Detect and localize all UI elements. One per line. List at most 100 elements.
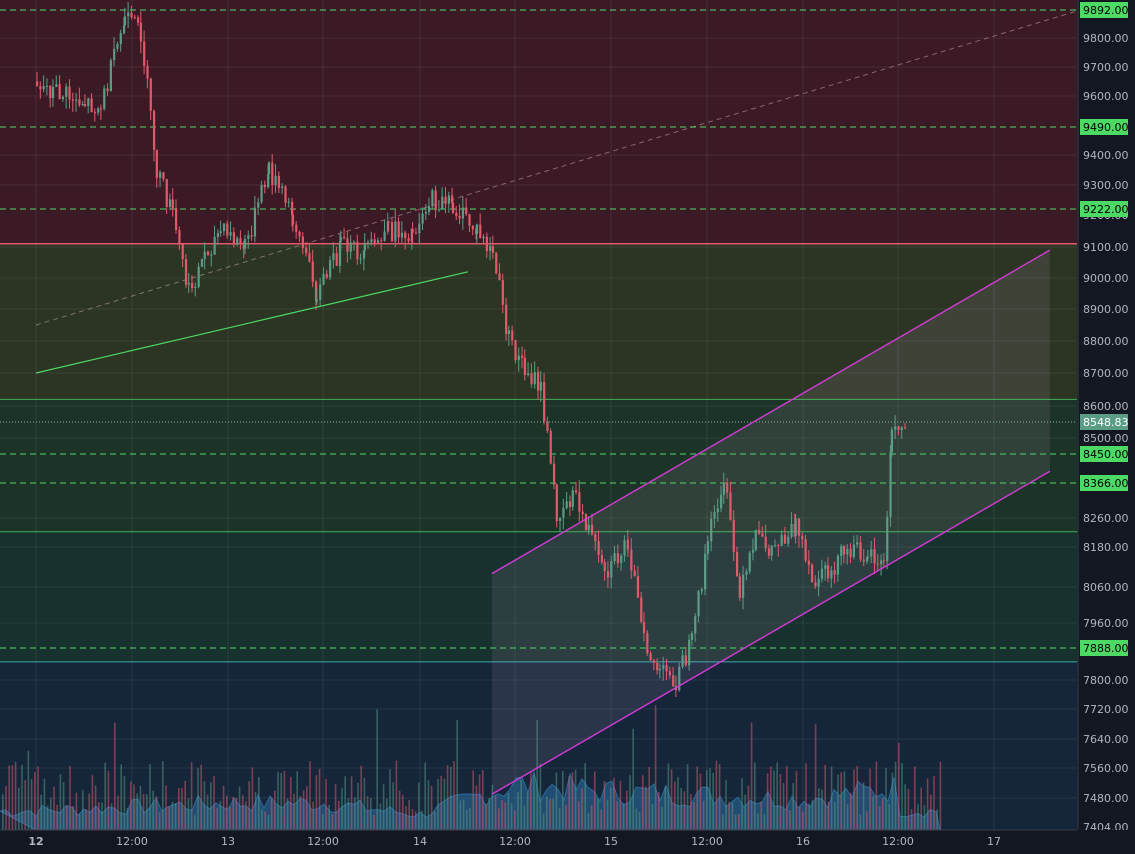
candle-body bbox=[866, 557, 869, 562]
price-tick-label: 7960.00 bbox=[1083, 617, 1129, 630]
volume-bar bbox=[485, 803, 487, 830]
volume-bar bbox=[690, 793, 692, 830]
candle-body bbox=[742, 574, 745, 598]
volume-bar bbox=[325, 779, 327, 830]
candle-body bbox=[555, 484, 558, 522]
candle-body bbox=[103, 88, 106, 109]
volume-bar bbox=[744, 794, 746, 830]
candle-body bbox=[681, 655, 684, 667]
volume-bar bbox=[843, 771, 846, 830]
candle-body bbox=[536, 372, 540, 391]
volume-bar bbox=[190, 762, 193, 830]
volume-bar bbox=[459, 800, 462, 830]
candle-body bbox=[197, 266, 200, 287]
volume-bar bbox=[680, 787, 682, 830]
volume-bar bbox=[130, 781, 132, 830]
volume-bar bbox=[59, 774, 62, 830]
candle-body bbox=[55, 84, 58, 87]
candle-body bbox=[155, 149, 158, 178]
candle-body bbox=[890, 429, 894, 452]
volume-bar bbox=[923, 805, 926, 830]
candle-body bbox=[271, 162, 274, 186]
volume-bar bbox=[267, 814, 270, 830]
volume-bar bbox=[549, 798, 551, 830]
candle-body bbox=[754, 529, 757, 550]
candle-body bbox=[840, 546, 843, 557]
volume-bar bbox=[283, 771, 286, 830]
candle-body bbox=[880, 560, 883, 565]
volume-bar bbox=[146, 794, 148, 830]
candle-body bbox=[616, 553, 620, 564]
volume-bar bbox=[462, 799, 465, 830]
volume-bar bbox=[770, 766, 772, 830]
candle-body bbox=[113, 48, 116, 61]
volume-bar bbox=[8, 765, 10, 830]
candle-body bbox=[146, 65, 149, 79]
candle-body bbox=[311, 261, 314, 282]
volume-bar bbox=[306, 786, 308, 830]
candle-body bbox=[200, 258, 204, 267]
candle-body bbox=[726, 482, 729, 493]
candle-body bbox=[373, 239, 376, 243]
volume-bar bbox=[18, 787, 20, 830]
volume-bar bbox=[482, 770, 484, 830]
volume-bar bbox=[642, 775, 644, 830]
level-price-badge bbox=[1080, 446, 1128, 462]
candle-body bbox=[322, 273, 325, 285]
level-price-label: 9490.00 bbox=[1083, 121, 1129, 134]
volume-bar bbox=[194, 814, 196, 830]
volume-bar bbox=[674, 781, 676, 830]
volume-bar bbox=[578, 801, 580, 830]
volume-bar bbox=[715, 760, 718, 830]
volume-bar bbox=[872, 796, 874, 830]
candle-body bbox=[458, 215, 461, 219]
candle-body bbox=[665, 664, 668, 672]
volume-bar bbox=[853, 769, 855, 830]
candle-body bbox=[735, 552, 739, 577]
volume-bar bbox=[296, 771, 298, 830]
candle-body bbox=[636, 576, 640, 598]
candle-body bbox=[363, 242, 366, 251]
volume-bar bbox=[786, 766, 788, 830]
candle-body bbox=[99, 108, 103, 110]
candle-body bbox=[882, 560, 886, 562]
candle-body bbox=[338, 240, 342, 266]
volume-bar bbox=[126, 807, 129, 830]
volume-bar bbox=[712, 772, 714, 830]
candle-body bbox=[495, 252, 498, 274]
volume-bar bbox=[834, 801, 836, 830]
volume-bar bbox=[56, 804, 58, 830]
volume-bar bbox=[798, 806, 801, 830]
candle-body bbox=[710, 518, 713, 542]
candle-body bbox=[291, 201, 294, 215]
candle-body bbox=[232, 232, 236, 245]
volume-bar bbox=[235, 797, 238, 830]
candle-body bbox=[159, 172, 162, 178]
volume-bar bbox=[456, 719, 458, 830]
support-trendline bbox=[35, 271, 469, 374]
volume-bar bbox=[901, 762, 903, 830]
volume-bar bbox=[891, 772, 894, 830]
volume-bar bbox=[149, 764, 151, 830]
volume-bar bbox=[741, 778, 743, 830]
candle-body bbox=[213, 236, 216, 255]
candle-body bbox=[603, 562, 606, 572]
volume-bar bbox=[638, 811, 641, 830]
candle-body bbox=[349, 242, 352, 252]
volume-bar bbox=[162, 761, 164, 830]
volume-bar bbox=[27, 750, 30, 830]
candle-body bbox=[171, 199, 174, 209]
candle-body bbox=[137, 17, 140, 23]
volume-bar bbox=[466, 809, 468, 830]
candle-body bbox=[61, 96, 65, 100]
candle-body bbox=[109, 60, 112, 92]
candle-body bbox=[93, 112, 96, 114]
volume-bar bbox=[261, 809, 263, 830]
price-tick-label: 7640.00 bbox=[1083, 733, 1129, 746]
candle-body bbox=[71, 99, 74, 101]
volume-bar bbox=[168, 806, 170, 830]
volume-bar bbox=[734, 814, 737, 830]
price-zone bbox=[0, 399, 1077, 532]
